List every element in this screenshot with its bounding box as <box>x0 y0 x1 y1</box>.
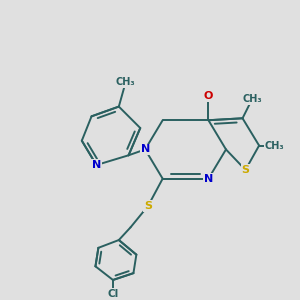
Text: CH₃: CH₃ <box>116 77 136 87</box>
Text: CH₃: CH₃ <box>265 141 284 151</box>
Text: S: S <box>242 165 250 175</box>
Text: O: O <box>204 91 213 101</box>
Text: S: S <box>144 201 152 211</box>
Text: Cl: Cl <box>107 289 118 298</box>
Text: N: N <box>204 174 213 184</box>
Text: N: N <box>92 160 101 170</box>
Text: N: N <box>140 144 150 154</box>
Text: CH₃: CH₃ <box>242 94 262 104</box>
Text: S: S <box>144 201 152 211</box>
Text: O: O <box>204 91 213 101</box>
